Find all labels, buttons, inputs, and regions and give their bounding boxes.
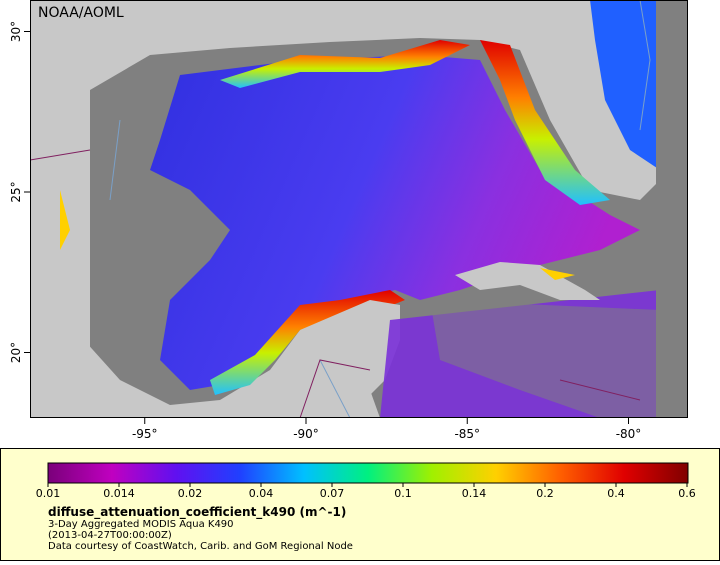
lat-tick-label: 30° [9,21,23,42]
sea-k490 [150,55,640,390]
colorbar-tick-label: 0.02 [178,487,203,500]
cuba-coastal [540,268,575,280]
colorbar-tick-label: 0.2 [536,487,554,500]
border [30,149,641,418]
lat-tick-label: 20° [9,342,23,363]
lat-tick-label: 25° [9,181,23,202]
coastal-high-k490 [220,40,470,88]
caption-credit: Data courtesy of CoastWatch, Carib. and … [48,541,353,552]
colorbar-tick-label: 0.04 [249,487,274,500]
lon-tick-label: -80° [616,427,642,441]
cuba [455,262,600,300]
caption-time: (2013-04-27T00:00:00Z) [48,530,172,541]
colorbar-tick-label: 0.01 [36,487,61,500]
coastal-high-k490 [480,40,610,205]
yucatan-coast [210,290,405,395]
colorbar-tick-label: 0.1 [394,487,412,500]
map-title: NOAA/AOML [38,5,124,21]
colorbar-tick-label: 0.4 [607,487,625,500]
colorbar-ticks: 0.01 0.014 0.02 0.04 0.07 0.1 0.14 0.2 0.4 0.6 [36,483,696,500]
colorbar [47,462,689,484]
cloud-gaps [430,300,660,418]
coastal-patch [60,190,70,250]
colorbar-tick-label: 0.014 [103,487,135,500]
colorbar-tick-label: 0.14 [462,487,487,500]
colorbar-tick-label: 0.07 [320,487,345,500]
caption-variable: diffuse_attenuation_coefficient_k490 (m^… [48,505,346,520]
lon-tick-label: -85° [454,427,480,441]
yucatan [300,300,400,400]
lon-tick-label: -95° [132,427,158,441]
atlantic-k490 [590,0,660,170]
no-data-strip [656,0,688,418]
map-frame [30,0,688,418]
lon-tick-label: -90° [293,427,319,441]
caption-product: 3-Day Aggregated MODIS Aqua K490 [48,519,234,530]
lat-ticks: 30° 25° 20° [9,21,30,363]
lon-ticks: -95° -90° -85° -80° [132,418,641,441]
map-area [30,0,688,418]
river [109,0,651,418]
colorbar-tick-label: 0.6 [678,487,696,500]
